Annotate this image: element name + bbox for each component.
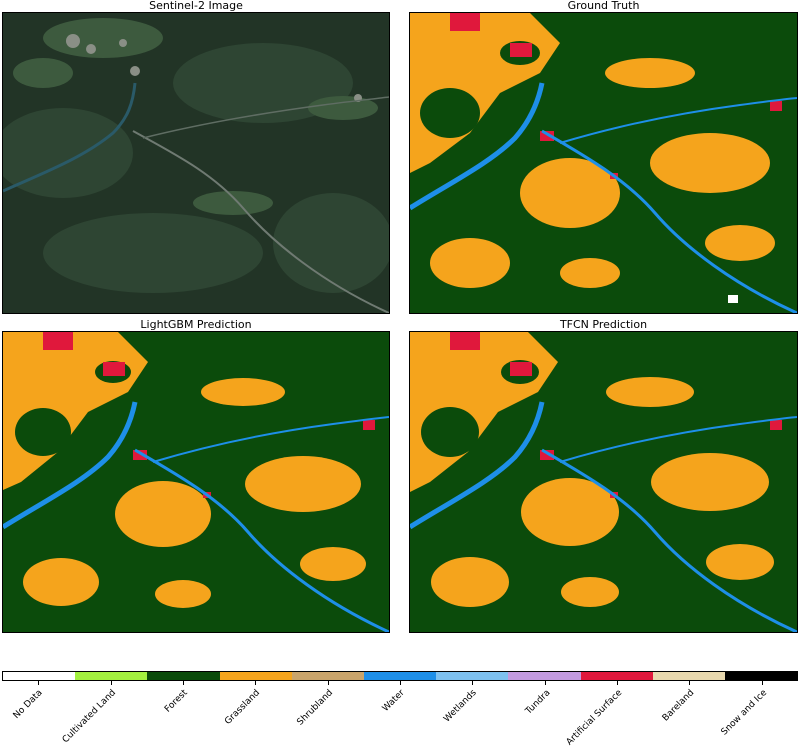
legend-label: Water — [380, 688, 407, 714]
legend-label: No Data — [11, 688, 45, 721]
panel-title-sentinel: Sentinel-2 Image — [149, 0, 243, 12]
legend-swatch-cultivated-land — [75, 672, 148, 680]
legend-tick — [110, 681, 112, 685]
legend-swatch-forest — [147, 672, 220, 680]
legend-tick — [472, 681, 474, 685]
ground-truth-map — [409, 12, 798, 314]
legend-tick — [38, 681, 40, 685]
legend-label: Forest — [162, 688, 190, 715]
legend-tick — [182, 681, 184, 685]
legend-tick — [761, 681, 763, 685]
legend-swatch-artificial-surface — [580, 672, 653, 680]
legend-label: Shrubland — [295, 688, 335, 728]
legend-tick — [544, 681, 546, 685]
legend-tick — [327, 681, 329, 685]
legend-tick — [255, 681, 257, 685]
lightgbm-prediction-map — [2, 331, 390, 633]
legend-label: Bareland — [661, 688, 697, 724]
legend-swatch-no-data — [3, 672, 76, 680]
legend-label: Wetlands — [442, 688, 479, 725]
legend-swatch-water — [363, 672, 437, 680]
legend-swatch-shrubland — [291, 672, 364, 680]
legend-swatch-bareland — [652, 672, 725, 680]
legend-colorbar — [2, 671, 798, 681]
legend-tick — [400, 681, 401, 685]
legend-label: Tundra — [523, 688, 553, 717]
legend-swatch-snow-and-ice — [724, 672, 798, 680]
legend-swatch-tundra — [508, 672, 581, 680]
panel-title-ground-truth: Ground Truth — [567, 0, 640, 12]
legend-swatch-wetlands — [436, 672, 509, 680]
panel-title-lightgbm: LightGBM Prediction — [140, 318, 252, 331]
legend-label: Grassland — [223, 688, 263, 727]
legend-swatch-grassland — [219, 672, 292, 680]
sentinel-image — [2, 12, 390, 314]
legend-label: Artificial Surface — [564, 688, 625, 748]
legend-tick — [689, 681, 691, 685]
legend-tick — [617, 681, 619, 685]
panel-title-tfcn: TFCN Prediction — [559, 318, 648, 331]
tfcn-prediction-map — [409, 331, 798, 633]
legend-label: Snow and Ice — [719, 688, 769, 738]
